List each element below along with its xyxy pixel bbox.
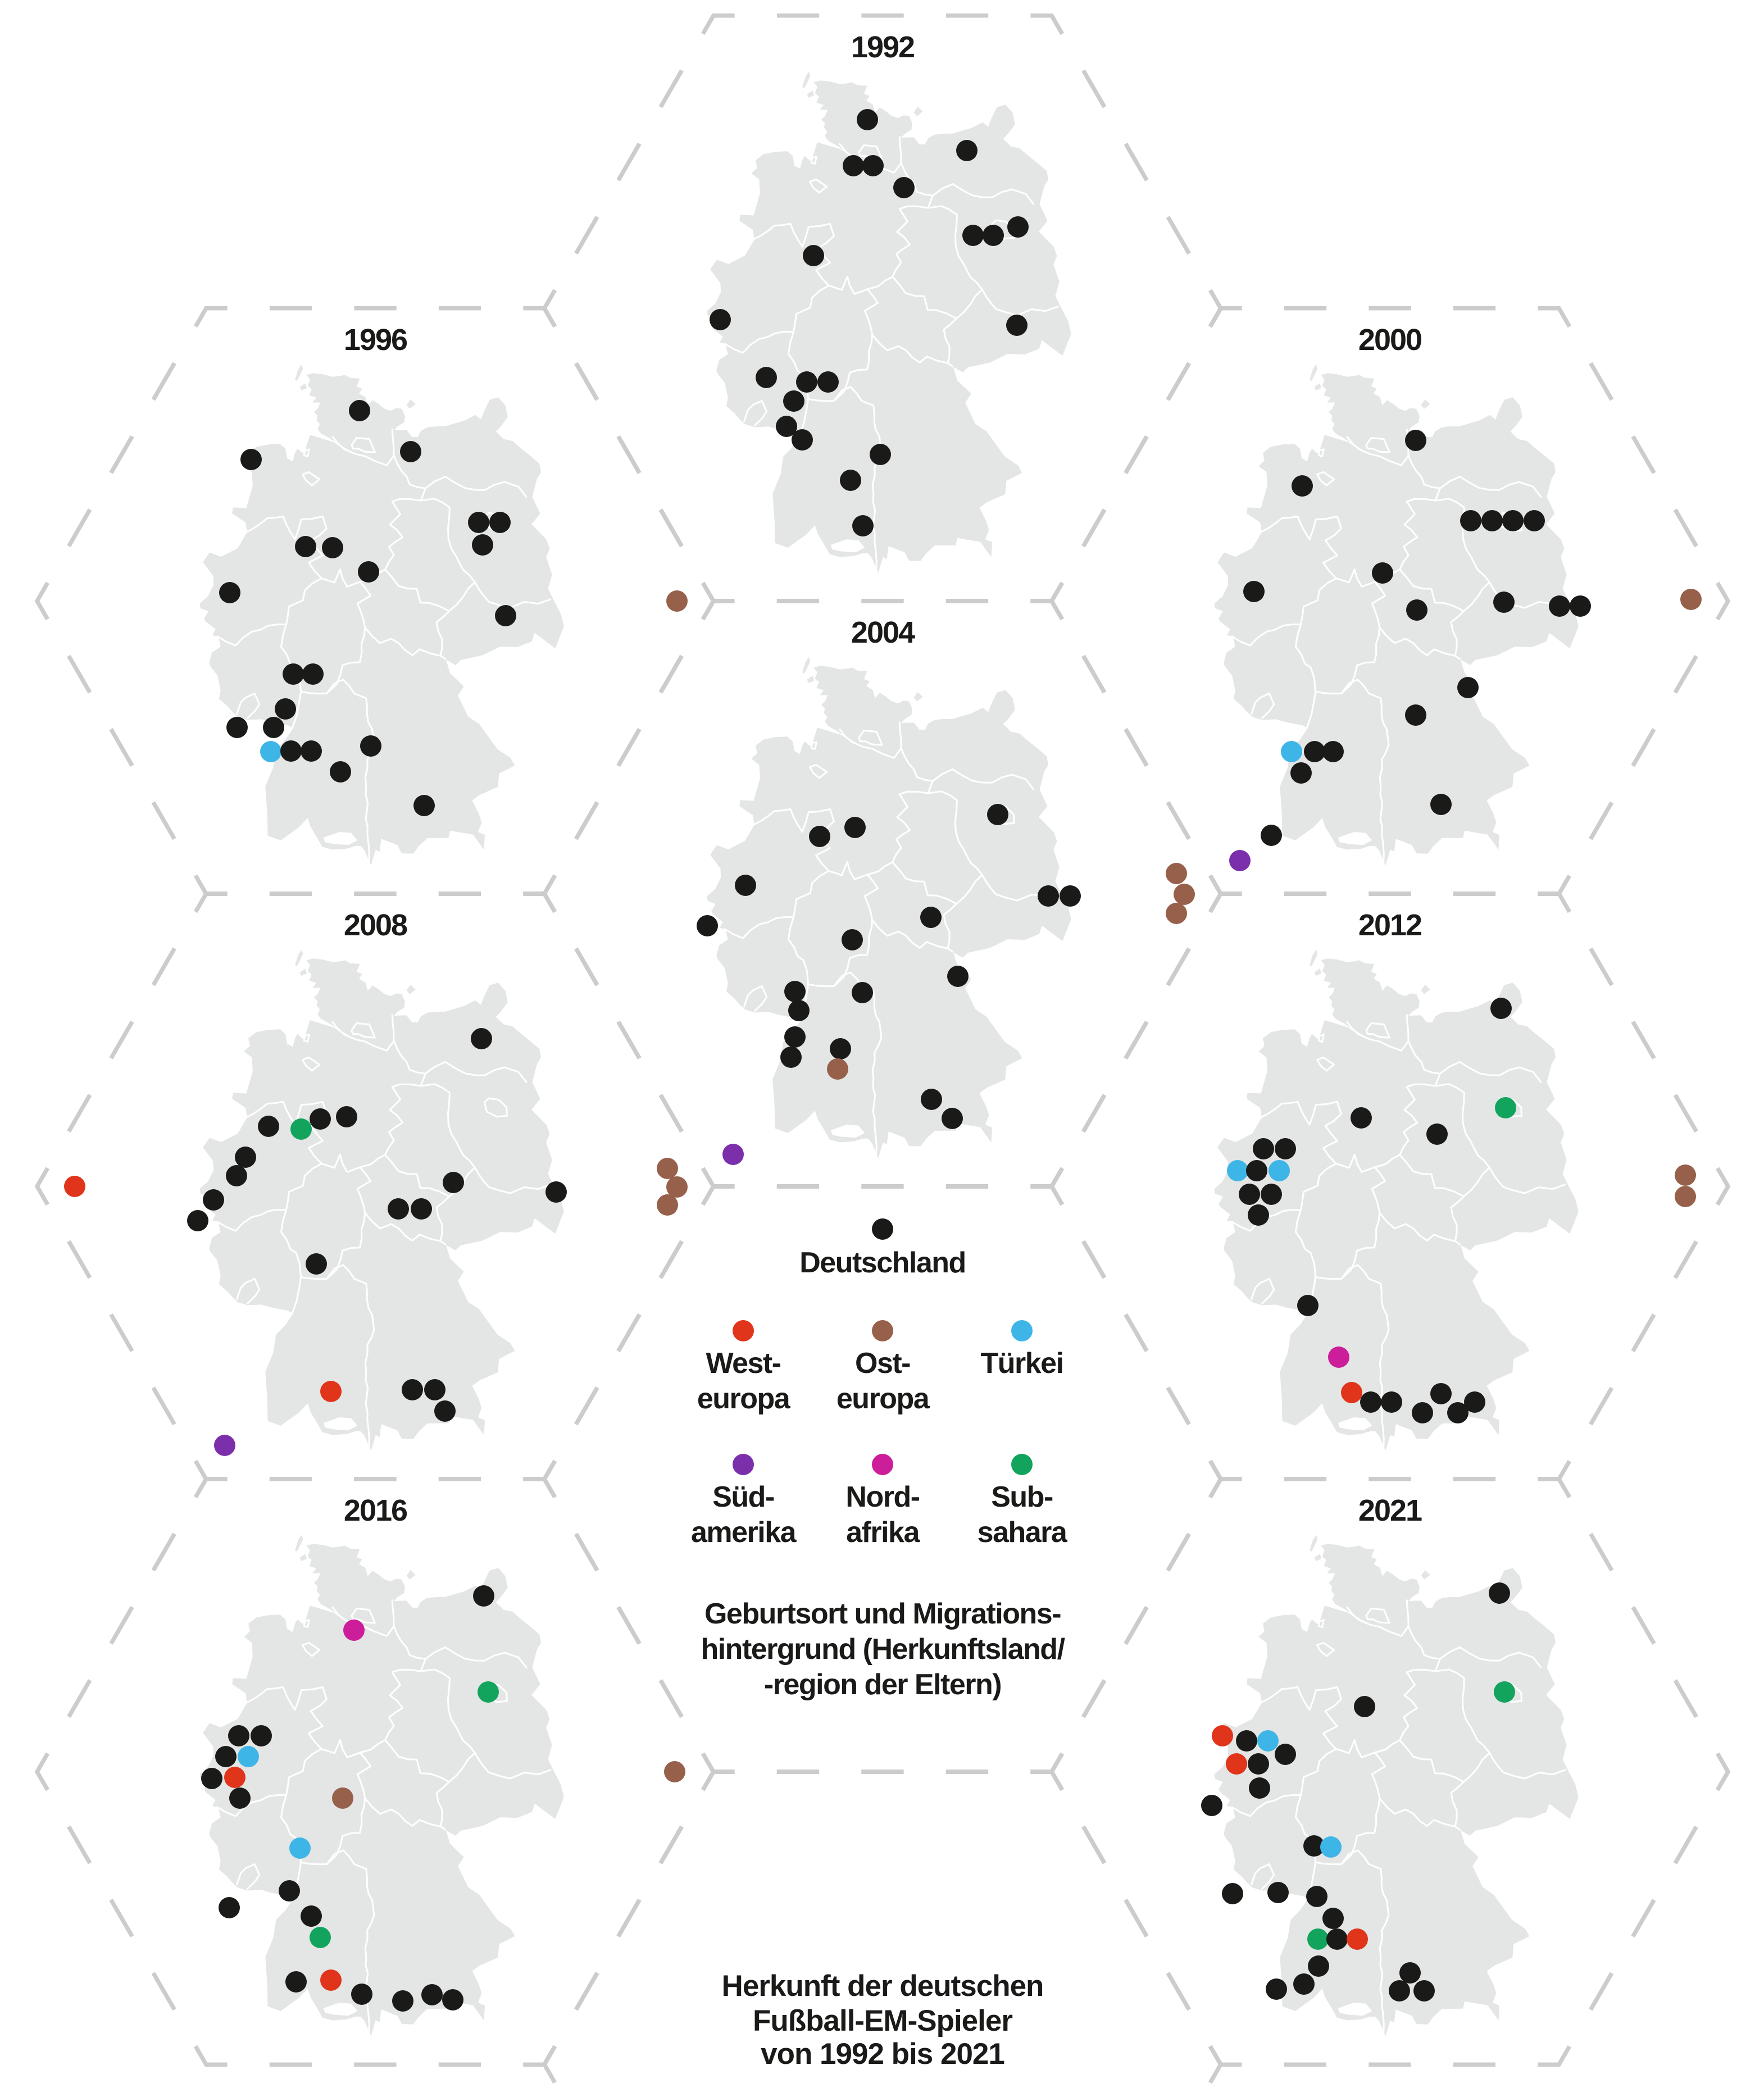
- svg-text:Süd-: Süd-: [712, 1481, 774, 1513]
- svg-text:Fußball-EM-Spieler: Fußball-EM-Spieler: [753, 2004, 1012, 2037]
- svg-text:West-: West-: [706, 1347, 780, 1380]
- svg-text:afrika: afrika: [846, 1516, 920, 1549]
- svg-text:hintergrund (Herkunftsland/: hintergrund (Herkunftsland/: [701, 1633, 1065, 1666]
- svg-text:-region der Eltern): -region der Eltern): [764, 1668, 1001, 1701]
- svg-text:Geburtsort und Migrations-: Geburtsort und Migrations-: [704, 1598, 1061, 1630]
- svg-text:1992: 1992: [851, 30, 914, 64]
- svg-text:2008: 2008: [344, 908, 407, 942]
- svg-text:2016: 2016: [344, 1494, 407, 1527]
- svg-text:2000: 2000: [1358, 323, 1421, 357]
- svg-text:von 1992 bis 2021: von 1992 bis 2021: [761, 2037, 1004, 2071]
- svg-text:Herkunft der deutschen: Herkunft der deutschen: [722, 1969, 1044, 2003]
- svg-text:1996: 1996: [344, 323, 407, 357]
- svg-text:2012: 2012: [1358, 908, 1421, 942]
- svg-text:Deutschland: Deutschland: [799, 1247, 966, 1279]
- svg-text:sahara: sahara: [978, 1516, 1068, 1549]
- svg-text:2004: 2004: [851, 616, 915, 649]
- svg-text:europa: europa: [697, 1382, 791, 1415]
- svg-text:Ost-: Ost-: [855, 1347, 910, 1380]
- svg-text:2021: 2021: [1358, 1494, 1422, 1527]
- svg-text:Sub-: Sub-: [991, 1481, 1053, 1513]
- svg-text:amerika: amerika: [691, 1516, 797, 1549]
- svg-text:europa: europa: [836, 1382, 930, 1415]
- svg-text:Nord-: Nord-: [845, 1481, 919, 1513]
- svg-text:Türkei: Türkei: [980, 1347, 1063, 1380]
